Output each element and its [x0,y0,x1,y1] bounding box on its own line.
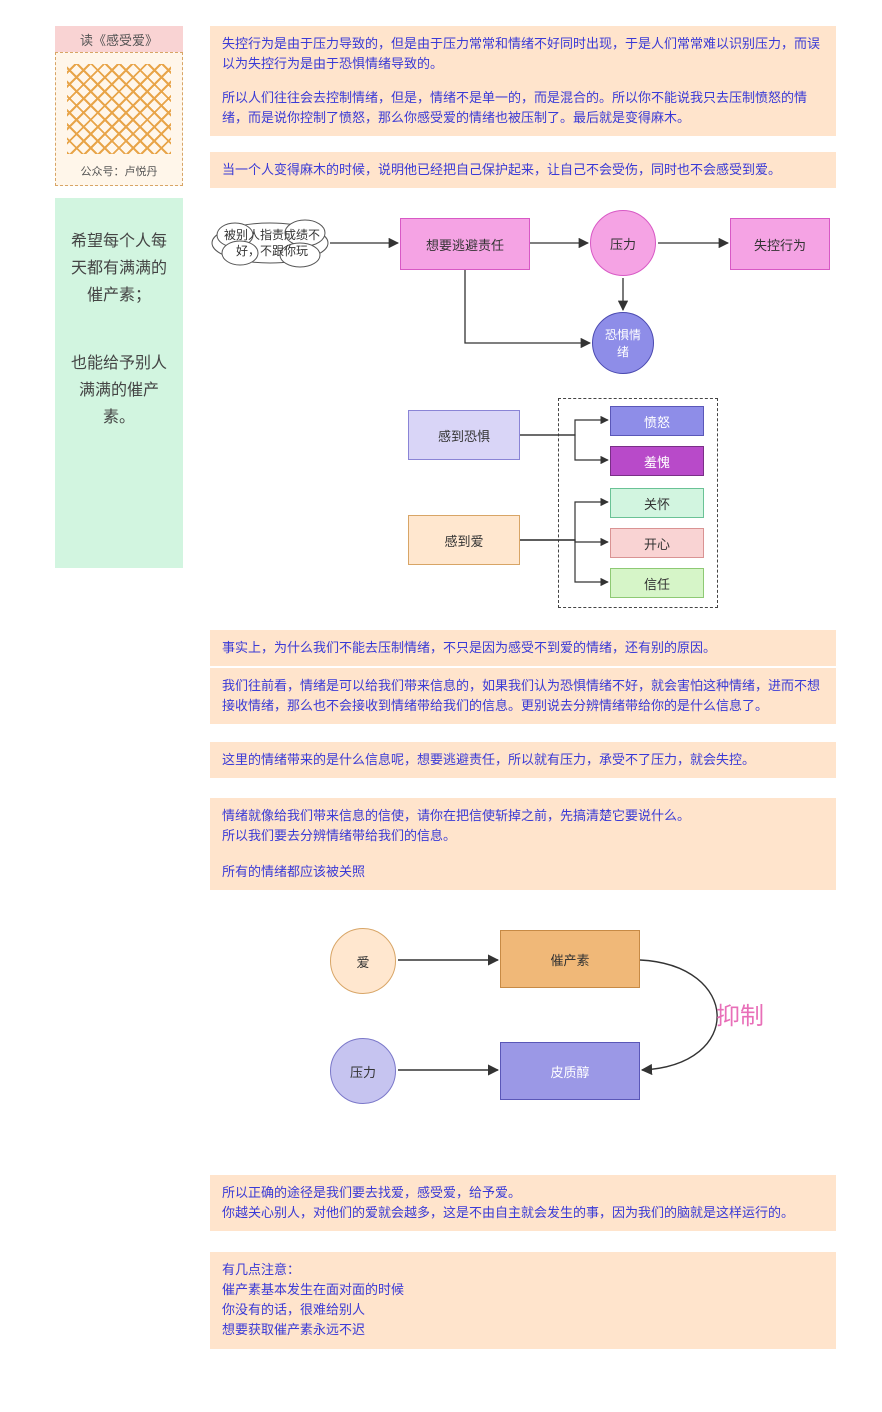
textbox-1: 失控行为是由于压力导致的，但是由于压力常常和情绪不好同时出现，于是人们常常难以识… [210,26,836,82]
flow3-oxytocin: 催产素 [500,930,640,988]
textbox-5: 我们往前看，情绪是可以给我们带来信息的，如果我们认为恐惧情绪不好，就会害怕这种情… [210,668,836,724]
flow2-feel-love: 感到爱 [408,515,520,565]
flow1-cloud-label: 被别人指责成绩不好，不跟你玩 [222,228,322,260]
flow1-fear: 恐惧情 绪 [592,312,654,374]
flow1-outofcontrol: 失控行为 [730,218,830,270]
wish-1: 希望每个人每天都有满满的催产素； [67,228,171,310]
textbox-4: 事实上，为什么我们不能去压制情绪，不只是因为感受不到爱的情绪，还有别的原因。 [210,630,836,666]
flow2-anger: 愤怒 [610,406,704,436]
qr-code [62,59,176,159]
textbox-9: 所以正确的途径是我们要去找爱，感受爱，给予爱。 你越关心别人，对他们的爱就会越多… [210,1175,836,1231]
flow3-cortisol: 皮质醇 [500,1042,640,1100]
page: 读《感受爱》 公众号：卢悦丹 希望每个人每天都有满满的催产素； 也能给予别人满满… [0,0,882,1412]
flow3-pressure: 压力 [330,1038,396,1104]
flow3-inhibit-label: 抑制 [700,998,780,1028]
qr-code-card: 公众号：卢悦丹 [55,52,183,186]
textbox-2: 所以人们往往会去控制情绪，但是，情绪不是单一的，而是混合的。所以你不能说我只去压… [210,80,836,136]
qr-caption: 公众号：卢悦丹 [62,159,176,179]
sidebar-title: 读《感受爱》 [55,26,183,53]
sidebar-wish: 希望每个人每天都有满满的催产素； 也能给予别人满满的催产素。 [55,198,183,568]
flow2-trust: 信任 [610,568,704,598]
flow1-escape: 想要逃避责任 [400,218,530,270]
flow2-feel-fear: 感到恐惧 [408,410,520,460]
textbox-8: 所有的情绪都应该被关照 [210,854,836,890]
textbox-3: 当一个人变得麻木的时候，说明他已经把自己保护起来，让自己不会受伤，同时也不会感受… [210,152,836,188]
textbox-6: 这里的情绪带来的是什么信息呢，想要逃避责任，所以就有压力，承受不了压力，就会失控… [210,742,836,778]
flow2-shame: 羞愧 [610,446,704,476]
textbox-7: 情绪就像给我们带来信息的信使，请你在把信使斩掉之前，先搞清楚它要说什么。 所以我… [210,798,836,854]
flow2-happy: 开心 [610,528,704,558]
flow1-pressure: 压力 [590,210,656,276]
flow3-love: 爱 [330,928,396,994]
textbox-10: 有几点注意： 催产素基本发生在面对面的时候 你没有的话，很难给别人 想要获取催产… [210,1252,836,1349]
flow2-care: 关怀 [610,488,704,518]
wish-2: 也能给予别人满满的催产素。 [67,350,171,432]
